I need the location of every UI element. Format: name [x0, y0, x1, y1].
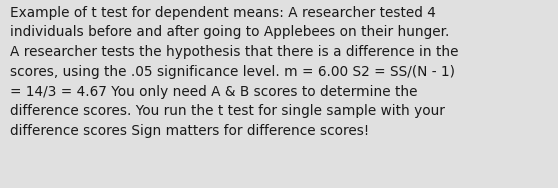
- Text: Example of t test for dependent means: A researcher tested 4
individuals before : Example of t test for dependent means: A…: [10, 6, 459, 138]
